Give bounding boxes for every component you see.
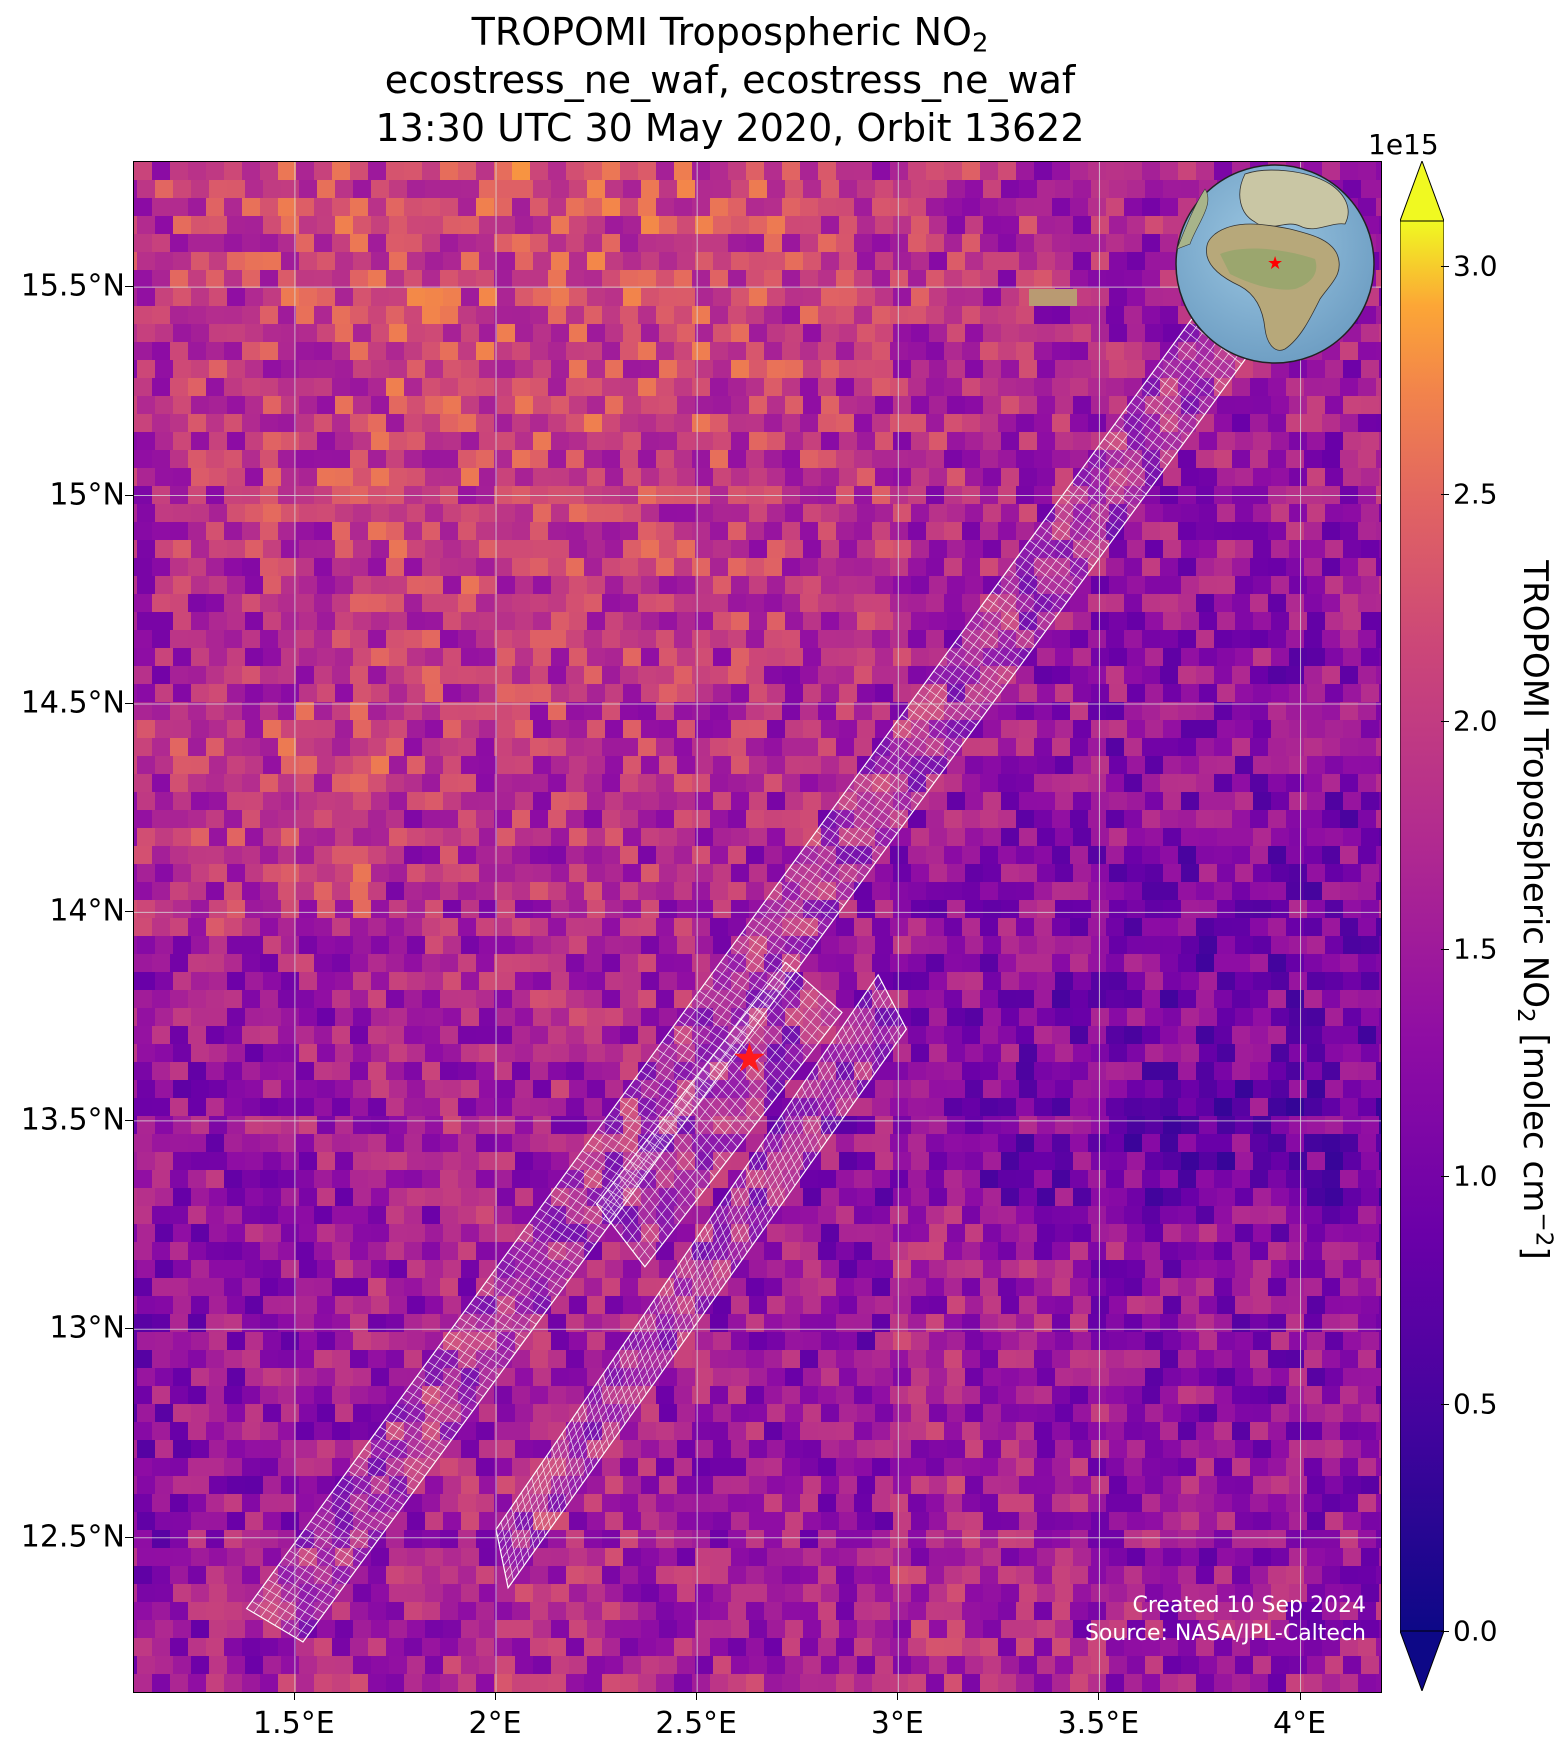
y-tick-label: 13.5°N: [20, 1102, 125, 1138]
colorbar-tick-mark: [1441, 721, 1449, 723]
colorbar-tick-mark: [1441, 493, 1449, 495]
colorbar-tick-mark: [1441, 266, 1449, 268]
colorbar: [1400, 161, 1444, 1691]
globe-star-icon: ★: [1267, 253, 1283, 274]
title-text: TROPOMI Tropospheric NO: [471, 10, 972, 54]
y-tick-mark: [125, 1328, 133, 1330]
swath-outlines: [245, 307, 1254, 1643]
x-tick-label: 3°E: [870, 1706, 924, 1741]
colorbar-gradient: [1400, 220, 1444, 1632]
site-star-icon: ★: [732, 1035, 768, 1081]
colorbar-label-mid: [molec cm: [1515, 1022, 1555, 1213]
x-tick-label: 2.5°E: [655, 1706, 737, 1741]
x-tick-mark: [293, 1692, 295, 1700]
y-tick-mark: [125, 494, 133, 496]
x-tick-label: 4°E: [1273, 1706, 1327, 1741]
credit-source: Source: NASA/JPL-Caltech: [1084, 1621, 1366, 1646]
colorbar-exponent: 1e15: [1368, 128, 1439, 161]
title-line-3: 13:30 UTC 30 May 2020, Orbit 13622: [375, 106, 1085, 150]
no2-pixel-grid: [134, 162, 1381, 1692]
colorbar-tick-mark: [1441, 1176, 1449, 1178]
colorbar-label-sub: 2: [1512, 1007, 1539, 1023]
x-tick-mark: [897, 1692, 899, 1700]
title-subscript: 2: [971, 28, 989, 59]
colorbar-min-arrow: [1400, 1630, 1444, 1691]
no2-map: ★ ★: [134, 162, 1381, 1692]
colorbar-tick-label: 1.5: [1453, 932, 1498, 966]
colorbar-tick-label: 2.5: [1453, 477, 1498, 511]
colorbar-label-text: TROPOMI Tropospheric NO: [1515, 560, 1555, 1008]
y-tick-mark: [125, 702, 133, 704]
y-tick-label: 12.5°N: [20, 1519, 125, 1555]
x-tick-mark: [495, 1692, 497, 1700]
colorbar-tick-mark: [1441, 1631, 1449, 1632]
y-tick-mark: [125, 911, 133, 913]
y-tick-label: 15°N: [49, 477, 125, 512]
colorbar-max-arrow: [1400, 161, 1444, 222]
colorbar-label: TROPOMI Tropospheric NO2 [molec cm−2]: [1512, 560, 1557, 1260]
colorbar-label-end: ]: [1515, 1246, 1555, 1260]
x-tick-label: 3.5°E: [1057, 1706, 1140, 1741]
y-tick-label: 15.5°N: [20, 268, 125, 304]
colorbar-tick-label: 2.0: [1453, 704, 1498, 738]
x-tick-label: 1.5°E: [253, 1706, 335, 1741]
colorbar-tick-label: 3.0: [1453, 249, 1498, 283]
x-tick-mark: [1299, 1692, 1301, 1700]
map-panel[interactable]: ★ ★: [133, 161, 1382, 1693]
colorbar-tick-mark: [1441, 1403, 1449, 1405]
title-line-1: TROPOMI Tropospheric NO2: [0, 8, 1460, 56]
colorbar-tick-label: 0.5: [1453, 1387, 1498, 1421]
credit-created: Created 10 Sep 2024: [1132, 1593, 1367, 1618]
y-tick-mark: [125, 286, 133, 288]
mid-swath-fragment: [595, 961, 843, 1268]
map-gridlines: [134, 162, 1381, 1692]
y-tick-label: 14°N: [49, 893, 125, 929]
globe-icon: ★: [1175, 164, 1375, 364]
x-tick-mark: [696, 1692, 698, 1700]
colorbar-tick-label: 0.0: [1453, 1614, 1498, 1648]
colorbar-tick-mark: [1441, 948, 1449, 950]
title-line-2: ecostress_ne_waf, ecostress_ne_waf: [384, 58, 1076, 102]
colorbar-tick-label: 1.0: [1453, 1159, 1498, 1193]
y-tick-label: 13°N: [49, 1310, 125, 1346]
x-tick-label: 2°E: [468, 1706, 522, 1741]
credit-box: Created 10 Sep 2024 Source: NASA/JPL-Cal…: [1085, 1592, 1366, 1648]
y-tick-mark: [125, 1119, 133, 1121]
y-tick-label: 14.5°N: [20, 685, 125, 721]
colorbar-label-sup: −2: [1530, 1212, 1557, 1247]
basemap-patch: [1029, 289, 1077, 306]
x-tick-mark: [1098, 1692, 1100, 1700]
y-tick-mark: [125, 1536, 133, 1538]
